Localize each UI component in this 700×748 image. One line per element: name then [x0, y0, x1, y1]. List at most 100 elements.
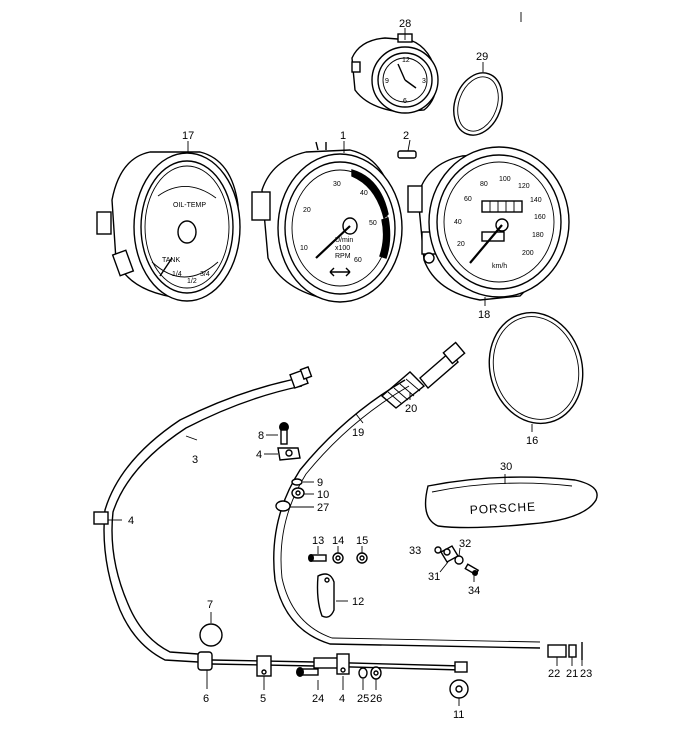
combination-gauge: OIL-TEMP TANK 1/4 1/2 3/4 17: [96, 130, 241, 302]
callout-21: 21: [566, 668, 578, 680]
cable-clip-left: 4: [93, 511, 134, 527]
callout-20: 20: [405, 403, 417, 415]
callout-22: 22: [548, 668, 560, 680]
tachometer: 10 20 30 40 50 60 U/min x100 RPM 1: [251, 130, 403, 303]
badge-clip-33: 33: [409, 545, 442, 557]
badge-nut-32: 32: [454, 538, 471, 565]
speedo-number-180: 180: [532, 232, 544, 239]
combi-half-label: 1/2: [187, 278, 197, 285]
callout-3: 3: [192, 454, 198, 466]
nut-26: 26: [370, 666, 382, 705]
combi-threequarter-label: 3/4: [200, 271, 210, 278]
cable-end-22: 22: [547, 644, 567, 680]
speedometer-bezel-ring: 16: [488, 311, 584, 447]
cable-nut: 6: [197, 651, 213, 705]
tach-multiplier: x100: [335, 245, 350, 252]
callout-10: 10: [317, 489, 329, 501]
callout-1: 1: [340, 130, 346, 142]
tach-rpm-label: RPM: [335, 253, 351, 260]
callout-30: 30: [500, 461, 512, 473]
clock-number-12: 12: [402, 57, 410, 64]
tach-number-20: 20: [303, 207, 311, 214]
callout-4-top: 4: [256, 449, 262, 461]
callout-4-lower: 4: [339, 693, 345, 705]
callout-32: 32: [459, 538, 471, 550]
clock-bezel-ring: 29: [453, 51, 503, 136]
speedometer: 20 40 60 80 100 120 140 160 180 200 km/h…: [407, 146, 570, 321]
callout-16: 16: [526, 435, 538, 447]
cable-clip-lower: 4: [336, 653, 350, 705]
clock-gauge: 12 3 6 9 28: [351, 18, 439, 114]
speedo-number-60: 60: [464, 196, 472, 203]
callout-15: 15: [356, 535, 368, 547]
tach-rpm-unit: U/min: [335, 237, 353, 244]
tach-number-10: 10: [300, 245, 308, 252]
clock-number-9: 9: [385, 78, 389, 85]
washer-9: 9: [291, 477, 323, 489]
callout-14: 14: [332, 535, 344, 547]
screw-13: 13: [308, 535, 327, 562]
cable-end-23: 23: [580, 642, 592, 680]
callout-28: 28: [399, 18, 411, 30]
tach-number-40: 40: [360, 190, 368, 197]
speedo-number-120: 120: [518, 183, 530, 190]
speedo-number-20: 20: [457, 241, 465, 248]
callout-2: 2: [403, 130, 409, 142]
bracket-4: 4: [256, 447, 301, 461]
callout-5: 5: [260, 693, 266, 705]
washer-25: 25: [357, 667, 369, 705]
clock-number-3: 3: [422, 78, 426, 85]
bulb: 2: [397, 130, 417, 159]
nut-14: 14: [332, 535, 344, 564]
clip-27: 27: [275, 500, 329, 514]
speedometer-cable: 19 20: [273, 341, 541, 649]
callout-8: 8: [258, 430, 264, 442]
callout-4-left: 4: [128, 515, 134, 527]
callout-24: 24: [312, 693, 324, 705]
nut-15: 15: [356, 535, 368, 564]
callout-23: 23: [580, 668, 592, 680]
combi-tank-label: TANK: [162, 257, 180, 264]
porsche-badge: PORSCHE 30: [424, 461, 598, 529]
callout-7: 7: [207, 599, 213, 611]
callout-18: 18: [478, 309, 490, 321]
tach-number-30: 30: [333, 181, 341, 188]
speedo-number-40: 40: [454, 219, 462, 226]
callout-25: 25: [357, 693, 369, 705]
callout-6: 6: [203, 693, 209, 705]
tach-number-50: 50: [369, 220, 377, 227]
speedo-unit: km/h: [492, 263, 507, 270]
combi-oil-label: OIL-TEMP: [173, 202, 206, 209]
speedo-number-200: 200: [522, 250, 534, 257]
combi-quarter-label: 1/4: [172, 271, 182, 278]
speedo-number-140: 140: [530, 197, 542, 204]
badge-washer-31: 31: [428, 545, 459, 583]
speedo-number-80: 80: [480, 181, 488, 188]
cable-end-21: 21: [566, 644, 578, 680]
speedo-number-100: 100: [499, 176, 511, 183]
badge-text: PORSCHE: [469, 500, 536, 517]
clock-number-6: 6: [403, 98, 407, 105]
strap-12: 12: [316, 573, 364, 618]
callout-11: 11: [453, 709, 464, 721]
callout-19: 19: [352, 427, 364, 439]
tach-number-60: 60: [354, 257, 362, 264]
callout-12: 12: [352, 596, 364, 608]
nut-10: 10: [291, 487, 329, 501]
callout-29: 29: [476, 51, 488, 63]
cable-cap: 7: [199, 599, 223, 647]
grommet: 11: [449, 679, 469, 721]
cable-bracket: 5: [256, 655, 272, 705]
badge-screw-34: 34: [464, 563, 480, 597]
callout-13: 13: [312, 535, 324, 547]
speedo-number-160: 160: [534, 214, 546, 221]
callout-34: 34: [468, 585, 480, 597]
bolt-24: 24: [296, 667, 324, 705]
callout-26: 26: [370, 693, 382, 705]
screw-8: 8: [258, 422, 289, 445]
callout-31: 31: [428, 571, 440, 583]
callout-9: 9: [317, 477, 323, 489]
callout-27: 27: [317, 502, 329, 514]
callout-33: 33: [409, 545, 421, 557]
